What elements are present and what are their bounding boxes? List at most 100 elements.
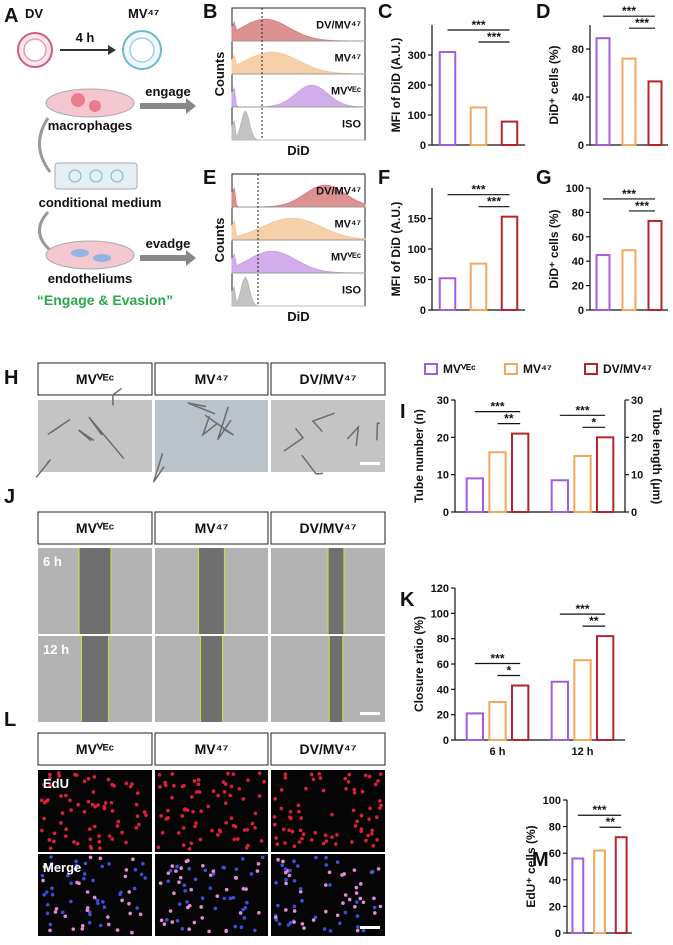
nucleus xyxy=(352,791,357,795)
nucleus xyxy=(185,808,190,812)
y-tick-label: 60 xyxy=(549,848,561,860)
schematic xyxy=(17,30,196,270)
nucleus xyxy=(48,928,52,933)
nucleus xyxy=(139,872,144,877)
significance-label: ** xyxy=(606,815,616,829)
y-label: Tube number (n) xyxy=(412,409,426,503)
y-tick-label: 20 xyxy=(437,432,449,444)
nucleus xyxy=(49,861,54,866)
nucleus xyxy=(236,837,240,841)
nucleus xyxy=(292,909,297,913)
nucleus xyxy=(83,861,88,866)
nucleus xyxy=(53,910,58,914)
nucleus xyxy=(77,881,81,886)
nucleus xyxy=(170,920,175,924)
nucleus xyxy=(249,872,254,876)
nucleus xyxy=(232,837,237,842)
nucleus xyxy=(42,816,46,821)
histogram xyxy=(231,109,365,141)
nucleus xyxy=(378,806,382,810)
nucleus xyxy=(193,877,198,882)
micrograph xyxy=(155,400,268,472)
nucleus xyxy=(135,791,140,795)
nucleus xyxy=(287,828,291,832)
nucleus xyxy=(359,813,364,818)
nucleus xyxy=(59,794,63,798)
nucleus xyxy=(189,887,194,892)
nucleus xyxy=(87,920,92,925)
nucleus xyxy=(228,896,233,901)
nucleus xyxy=(343,893,348,897)
nucleus xyxy=(377,799,382,803)
row-label: 12 h xyxy=(43,642,69,657)
nucleus xyxy=(200,916,205,920)
nucleus xyxy=(327,870,332,875)
x-label: DiD xyxy=(287,143,309,158)
nucleus xyxy=(82,872,87,876)
nucleus xyxy=(257,771,262,775)
nucleus xyxy=(107,922,111,927)
tube-structure xyxy=(152,402,234,483)
nucleus xyxy=(274,881,278,885)
y-tick-label: 20 xyxy=(572,281,584,293)
bar xyxy=(614,836,628,934)
nucleus xyxy=(280,863,285,868)
nucleus xyxy=(80,927,85,931)
bar xyxy=(469,106,488,146)
nucleus xyxy=(323,833,328,838)
significance-label: *** xyxy=(635,199,649,213)
y-tick-label: 40 xyxy=(437,684,449,696)
nucleus xyxy=(102,905,107,910)
nucleus xyxy=(160,831,165,835)
bar xyxy=(573,659,592,742)
wound-gap xyxy=(198,548,225,634)
nucleus xyxy=(45,911,50,916)
y-tick-label: 300 xyxy=(408,50,426,62)
nucleus xyxy=(141,861,145,866)
nucleus xyxy=(116,819,121,824)
bar xyxy=(511,432,530,514)
nucleus xyxy=(162,922,167,926)
nucleus xyxy=(65,873,70,878)
nucleus xyxy=(272,822,277,827)
nucleus xyxy=(283,841,287,845)
nucleus xyxy=(245,827,250,832)
bar xyxy=(550,479,569,513)
wound-gap xyxy=(329,636,343,722)
nucleus xyxy=(185,900,189,904)
nucleus xyxy=(96,901,100,906)
nucleus xyxy=(355,900,359,904)
header-box xyxy=(154,732,269,766)
row-label: MV⁴⁷ xyxy=(335,219,362,231)
nucleus xyxy=(211,869,216,874)
nucleus xyxy=(182,807,187,812)
nucleus xyxy=(39,798,44,803)
nucleus xyxy=(166,808,170,813)
nucleus xyxy=(367,774,372,779)
nucleus xyxy=(322,927,327,931)
arrow xyxy=(38,117,52,173)
nucleus xyxy=(298,828,303,833)
nucleus xyxy=(206,804,211,809)
panel-label: M xyxy=(532,849,549,871)
y-tick-label: 50 xyxy=(414,275,426,287)
nucleus xyxy=(187,867,192,871)
y-tick-label: 80 xyxy=(437,634,449,646)
panel-label: B xyxy=(203,1,217,23)
nucleus xyxy=(127,890,132,894)
nucleus xyxy=(172,891,176,896)
nucleus xyxy=(241,797,246,801)
nucleus xyxy=(91,790,96,794)
nucleus xyxy=(179,866,183,870)
nucleus xyxy=(375,837,379,842)
x-tick-label: 12 h xyxy=(571,746,593,758)
nucleus xyxy=(183,889,188,893)
nucleus xyxy=(364,838,368,843)
nucleus xyxy=(233,824,238,829)
nucleus xyxy=(159,918,164,923)
wound-gap xyxy=(79,548,111,634)
nucleus xyxy=(133,867,138,872)
nucleus xyxy=(40,873,45,878)
nucleus xyxy=(168,909,173,913)
nucleus xyxy=(96,803,100,807)
